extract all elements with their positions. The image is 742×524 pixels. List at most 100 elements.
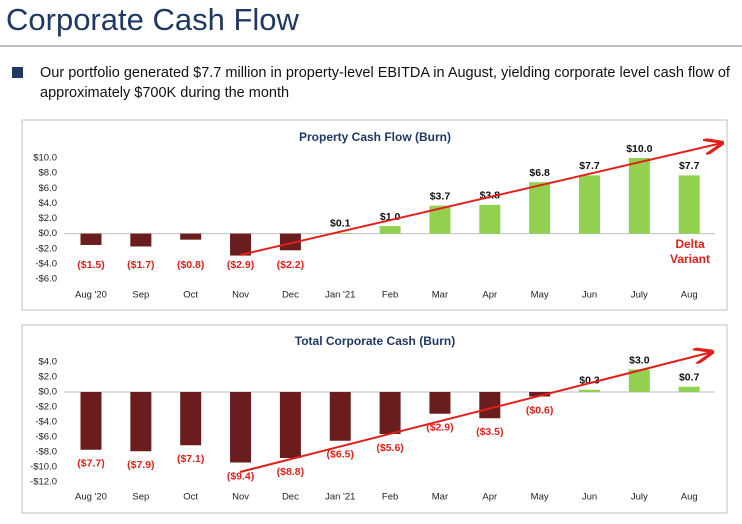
value-label: $3.7 [430,190,451,202]
x-tick-label: Sep [132,290,149,301]
y-tick-label: $4.0 [39,357,58,368]
x-tick-label: Aug '20 [75,492,107,503]
x-tick-label: Mar [432,492,448,503]
bullet-text: Our portfolio generated $7.7 million in … [40,65,730,101]
chart-title: Property Cash Flow (Burn) [299,130,451,144]
x-tick-label: Mar [432,290,448,301]
x-tick-label: Oct [183,290,198,301]
bar [329,392,351,441]
bar [628,158,650,234]
x-tick-label: July [631,290,648,301]
value-label: $6.8 [529,167,550,179]
bar [479,204,501,234]
bar [180,233,202,240]
value-label: ($2.9) [426,422,453,434]
y-tick-label: -$2.0 [35,402,57,413]
trend-arrow [239,352,712,473]
bar [529,182,551,234]
value-label: ($9.4) [227,470,254,482]
y-tick-label: $0.0 [39,228,58,239]
x-tick-label: Oct [183,492,198,503]
bar [230,392,252,463]
bar [180,392,202,446]
bar [80,233,102,245]
bar [379,226,401,234]
bar [628,369,650,392]
value-label: ($3.5) [476,426,503,438]
value-label: $3.0 [629,354,650,366]
value-label: ($2.2) [277,259,304,271]
value-label: ($5.6) [376,442,403,454]
y-tick-label: $10.0 [33,153,57,164]
y-tick-label: $8.0 [39,168,58,179]
y-tick-label: -$6.0 [35,432,57,443]
value-label: $10.0 [626,143,652,155]
value-label: ($7.1) [177,453,204,465]
bar [230,233,252,256]
x-tick-label: Jun [582,492,597,503]
value-label: ($7.9) [127,459,154,471]
value-label: ($0.6) [526,404,553,416]
x-tick-label: Aug [681,492,698,503]
bar [479,392,501,419]
x-tick-label: Jun [582,290,597,301]
x-tick-label: Feb [382,290,398,301]
y-tick-label: -$8.0 [35,447,57,458]
y-tick-label: -$2.0 [35,243,57,254]
value-label: ($1.7) [127,259,154,271]
bar [279,392,301,458]
x-tick-label: May [531,492,549,503]
y-tick-label: -$4.0 [35,258,57,269]
chart-frame [21,119,728,311]
y-tick-label: -$4.0 [35,417,57,428]
value-label: ($1.5) [77,259,104,271]
value-label: ($2.9) [227,259,254,271]
x-tick-label: Sep [132,492,149,503]
bar [678,386,700,392]
value-label: $7.7 [679,160,700,172]
value-label: $0.1 [330,218,351,230]
y-tick-label: $2.0 [39,372,58,383]
bar [130,233,152,247]
bar [529,392,551,397]
y-tick-label: $0.0 [39,387,58,398]
x-tick-label: Dec [282,290,299,301]
value-label: $0.7 [679,372,700,384]
x-tick-label: Jan '21 [325,492,355,503]
x-tick-label: Aug '20 [75,290,107,301]
y-tick-label: -$12.0 [30,477,57,488]
y-tick-label: $4.0 [39,198,58,209]
bullet-icon [12,67,23,78]
value-label: ($6.5) [327,449,354,461]
bar [579,389,600,392]
x-tick-label: Apr [482,290,497,301]
y-tick-label: $2.0 [39,213,58,224]
value-label: ($8.8) [277,466,304,478]
x-tick-label: Aug [681,290,698,301]
y-tick-label: -$6.0 [35,274,57,285]
y-tick-label: $6.0 [39,183,58,194]
x-tick-label: Feb [382,492,398,503]
x-tick-label: Dec [282,492,299,503]
bar [379,392,401,434]
chart-title: Total Corporate Cash (Burn) [295,334,455,348]
trend-arrow [239,143,722,256]
bar [579,175,600,234]
bar [279,233,301,251]
page-title: Corporate Cash Flow [6,2,299,37]
x-tick-label: May [531,290,549,301]
bar [678,175,700,234]
bar [80,392,102,450]
value-label: $7.7 [579,160,600,172]
bar [429,392,451,414]
bar [329,232,351,234]
chart-frame [21,324,728,514]
bar [130,392,152,452]
x-tick-label: Nov [232,492,249,503]
y-tick-label: -$10.0 [30,462,57,473]
x-tick-label: July [631,492,648,503]
bar [429,205,451,234]
x-tick-label: Nov [232,290,249,301]
